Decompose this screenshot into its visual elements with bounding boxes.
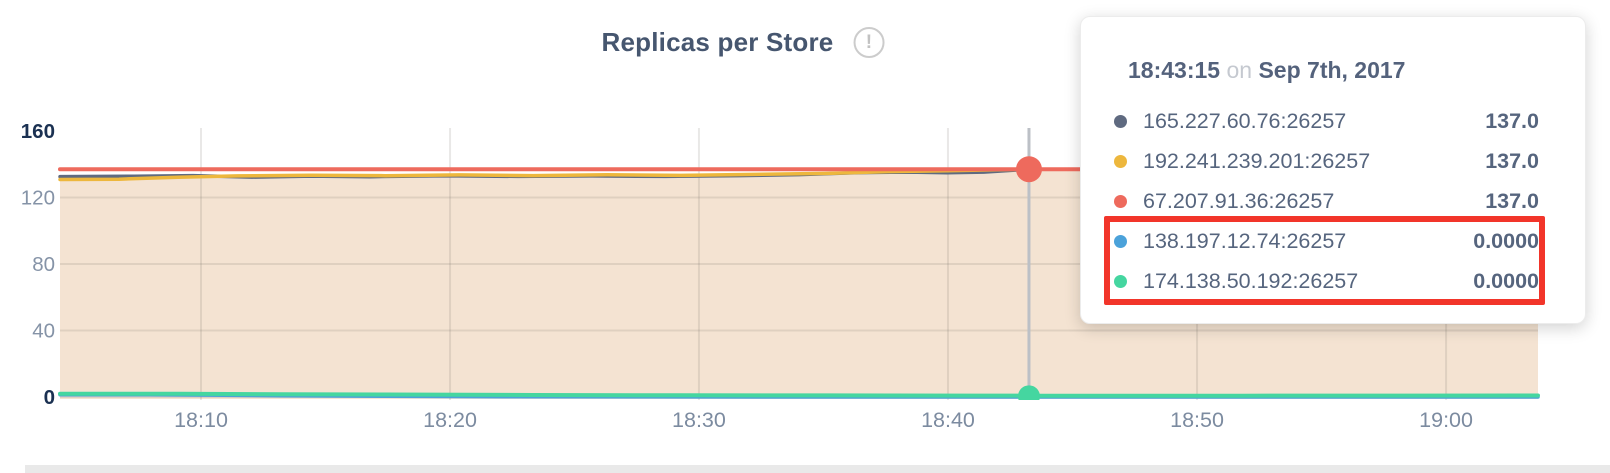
tooltip-time: 18:43:15 [1128,57,1221,83]
x-tick-0: 18:10 [174,408,228,432]
series-label: 138.197.12.74:26257 [1143,228,1347,253]
x-tick-4: 18:50 [1170,408,1224,432]
y-tick-4: 160 [21,120,55,143]
cursor-dot-1 [1017,385,1040,400]
series-color-dot [1114,194,1127,208]
highlight-annotation-box [1104,216,1545,305]
x-tick-5: 19:00 [1419,408,1473,432]
y-tick-1: 40 [32,320,55,343]
chart-title: Replicas per Store [601,27,834,57]
series-label: 192.241.239.201:26257 [1143,148,1371,173]
panel-divider [25,465,1610,473]
series-value: 0.0000 [1473,268,1539,293]
y-tick-2: 80 [32,253,55,276]
tooltip-conjunction: on [1226,57,1253,83]
legend-row-0: 165.227.60.76:26257 137.0 [1081,101,1585,141]
series-value: 137.0 [1485,148,1539,173]
legend-row-4: 174.138.50.192:26257 0.0000 [1081,261,1585,301]
tooltip-legend: 165.227.60.76:26257 137.0 192.241.239.201:… [1081,101,1585,301]
legend-row-3: 138.197.12.74:26257 0.0000 [1081,221,1585,261]
series-color-dot [1114,154,1127,168]
series-label: 67.207.91.36:26257 [1143,188,1335,213]
series-label: 174.138.50.192:26257 [1143,268,1359,293]
series-value: 0.0000 [1473,228,1539,253]
series-label: 165.227.60.76:26257 [1143,108,1347,133]
series-line-1 [58,391,1540,398]
series-color-dot [1114,234,1127,248]
x-tick-3: 18:40 [921,408,975,432]
tooltip-date: Sep 7th, 2017 [1258,57,1406,83]
y-tick-0: 0 [44,386,55,409]
cursor-dot-0 [1015,156,1042,183]
series-value: 137.0 [1485,188,1539,213]
hover-tooltip: 18:43:15 on Sep 7th, 2017 165.227.60.76:… [1080,16,1586,324]
tooltip-timestamp: 18:43:15 on Sep 7th, 2017 [1128,55,1565,85]
legend-row-2: 67.207.91.36:26257 137.0 [1081,181,1585,221]
info-icon[interactable]: ! [853,27,885,58]
y-tick-3: 120 [21,187,55,210]
x-tick-2: 18:30 [672,408,726,432]
series-value: 137.0 [1485,108,1539,133]
series-color-dot [1114,114,1127,128]
series-color-dot [1114,274,1127,288]
chart-header: Replicas per Store ! [602,27,885,58]
x-tick-1: 18:20 [423,408,477,432]
legend-row-1: 192.241.239.201:26257 137.0 [1081,141,1585,181]
